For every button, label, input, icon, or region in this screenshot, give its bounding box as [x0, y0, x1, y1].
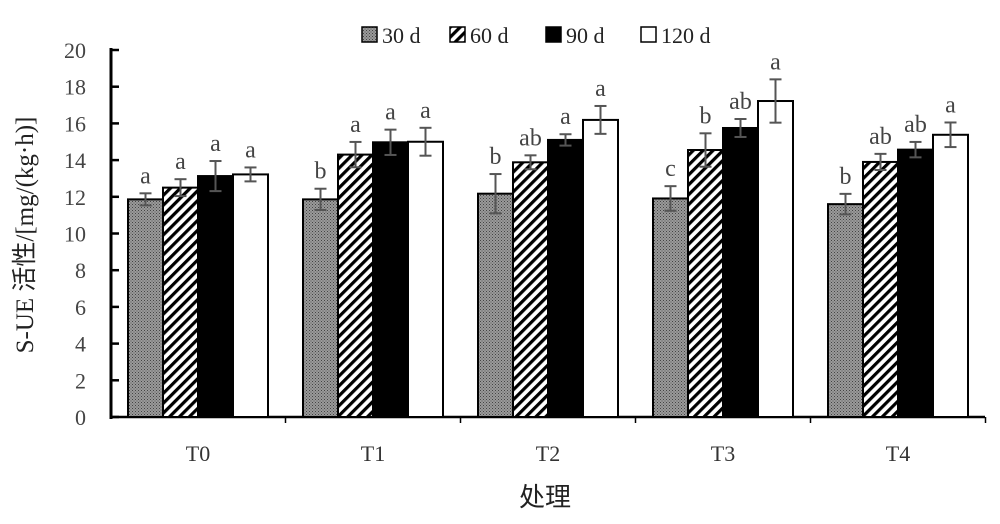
- legend-label: 60 d: [470, 23, 509, 48]
- significance-letter: a: [385, 100, 396, 126]
- y-tick-label: 2: [75, 368, 86, 393]
- significance-letter: a: [245, 137, 256, 163]
- legend-background: [344, 19, 740, 51]
- legend-swatch: [545, 26, 562, 43]
- x-axis-title: 处理: [519, 483, 571, 512]
- bar-120d-T3: [757, 100, 794, 418]
- significance-letter: a: [560, 104, 571, 130]
- significance-letter: a: [945, 92, 956, 118]
- bar-90d-T4: [897, 148, 934, 418]
- significance-letter: c: [665, 156, 676, 182]
- bar-30d-T3: [652, 197, 689, 418]
- y-axis-title: S-UE 活性/[mg/(kg·h)]: [11, 117, 39, 354]
- legend-swatch: [640, 26, 657, 43]
- y-tick-label: 10: [64, 222, 86, 247]
- significance-letter: a: [350, 112, 361, 138]
- y-tick-label: 0: [75, 405, 86, 430]
- y-tick-label: 6: [75, 295, 86, 320]
- bar-60d-T0: [162, 186, 199, 418]
- significance-letter: a: [210, 131, 221, 157]
- y-tick-label: 16: [64, 111, 86, 136]
- x-tick-label: T3: [711, 441, 735, 466]
- y-tick-label: 4: [75, 332, 86, 357]
- bar-60d-T1: [337, 153, 374, 418]
- y-tick-label: 14: [64, 148, 86, 173]
- legend-swatch: [449, 26, 466, 43]
- bar-120d-T0: [232, 173, 269, 418]
- y-tick-label: 12: [64, 185, 86, 210]
- bar-120d-T2: [582, 118, 619, 418]
- bar-30d-T4: [827, 203, 864, 418]
- significance-letter: ab: [729, 89, 752, 115]
- significance-letter: a: [595, 76, 606, 102]
- x-tick-label: T1: [361, 441, 385, 466]
- bar-120d-T1: [407, 140, 444, 418]
- bar-60d-T4: [862, 160, 899, 418]
- bar-90d-T0: [197, 175, 234, 418]
- x-tick-label: T4: [886, 441, 910, 466]
- significance-letter: b: [840, 164, 852, 190]
- bar-90d-T3: [722, 126, 759, 419]
- significance-letter: a: [175, 149, 186, 175]
- bar-120d-T4: [932, 133, 969, 418]
- legend-label: 120 d: [661, 23, 711, 48]
- bar-90d-T2: [547, 138, 584, 418]
- bar-90d-T1: [372, 141, 409, 418]
- legend-label: 30 d: [382, 23, 421, 48]
- legend-label: 90 d: [566, 23, 605, 48]
- legend-swatch: [361, 26, 378, 43]
- significance-letter: ab: [869, 124, 892, 150]
- x-tick-label: T0: [186, 441, 210, 466]
- significance-letter: b: [315, 159, 327, 185]
- bar-60d-T2: [512, 161, 549, 418]
- significance-letter: b: [490, 144, 502, 170]
- bar-30d-T2: [477, 192, 514, 418]
- x-tick-label: T2: [536, 441, 560, 466]
- legend: 30 d 60 d 90 d 120 d: [344, 19, 740, 51]
- y-tick-label: 18: [64, 75, 86, 100]
- bar-30d-T0: [127, 198, 164, 418]
- significance-letter: ab: [519, 125, 542, 151]
- significance-letter: a: [770, 49, 781, 75]
- significance-letter: ab: [904, 112, 927, 138]
- bar-60d-T3: [687, 149, 724, 418]
- significance-letter: b: [700, 103, 712, 129]
- y-tick-label: 8: [75, 258, 86, 283]
- bar-30d-T1: [302, 198, 339, 418]
- significance-letter: a: [140, 163, 151, 189]
- y-tick-label: 20: [64, 38, 86, 63]
- significance-letter: a: [420, 98, 431, 124]
